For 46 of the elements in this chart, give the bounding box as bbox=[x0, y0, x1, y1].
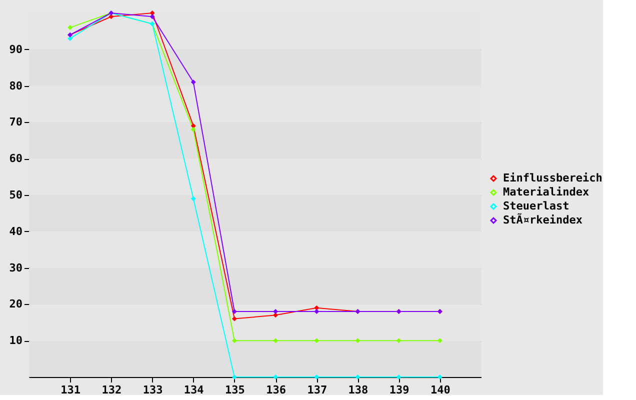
y-tick-label: 40 bbox=[9, 224, 22, 238]
point bbox=[190, 123, 196, 128]
point bbox=[314, 305, 320, 310]
legend-label: Einflussbereich bbox=[503, 172, 602, 184]
point bbox=[314, 374, 320, 380]
point bbox=[273, 312, 278, 318]
point bbox=[190, 126, 196, 132]
legend-label: Steuerlast bbox=[503, 200, 570, 212]
legend-label: StÃ¤rkeindex bbox=[503, 212, 583, 226]
point bbox=[190, 196, 196, 202]
x-tick-label: 131 bbox=[60, 384, 81, 396]
y-tick-label: 80 bbox=[9, 79, 22, 92]
point bbox=[108, 14, 114, 20]
y-tick-label: 60 bbox=[9, 152, 22, 166]
y-tick-label: 30 bbox=[9, 261, 22, 274]
point bbox=[437, 338, 442, 344]
point bbox=[190, 80, 196, 85]
point bbox=[232, 308, 237, 314]
x-tick-label: 132 bbox=[102, 384, 122, 396]
point bbox=[396, 374, 402, 380]
x-tick-label: 139 bbox=[389, 384, 410, 396]
y-tick-label: 10 bbox=[9, 334, 22, 348]
y-tick-label: 70 bbox=[9, 116, 22, 129]
point bbox=[150, 10, 155, 16]
x-tick-label: 135 bbox=[225, 384, 245, 396]
x-tick-label: 133 bbox=[142, 384, 163, 396]
point bbox=[314, 308, 320, 314]
point bbox=[150, 14, 155, 20]
point bbox=[355, 374, 360, 380]
y-tick-label: 50 bbox=[9, 188, 22, 202]
legend-label: Materialindex bbox=[503, 186, 590, 198]
point bbox=[68, 25, 73, 30]
y-tick-label: 90 bbox=[9, 42, 22, 56]
x-tick-label: 140 bbox=[430, 384, 450, 396]
point bbox=[396, 338, 402, 344]
point bbox=[232, 374, 237, 380]
point bbox=[232, 338, 237, 344]
x-tick-label: 137 bbox=[307, 384, 328, 396]
x-tick-label: 138 bbox=[348, 384, 368, 396]
y-tick-label: 20 bbox=[9, 298, 22, 311]
point bbox=[355, 338, 360, 344]
x-tick-label: 134 bbox=[184, 384, 204, 396]
point bbox=[273, 338, 278, 344]
point bbox=[232, 316, 237, 322]
point bbox=[314, 338, 320, 344]
x-tick-label: 136 bbox=[266, 384, 286, 396]
